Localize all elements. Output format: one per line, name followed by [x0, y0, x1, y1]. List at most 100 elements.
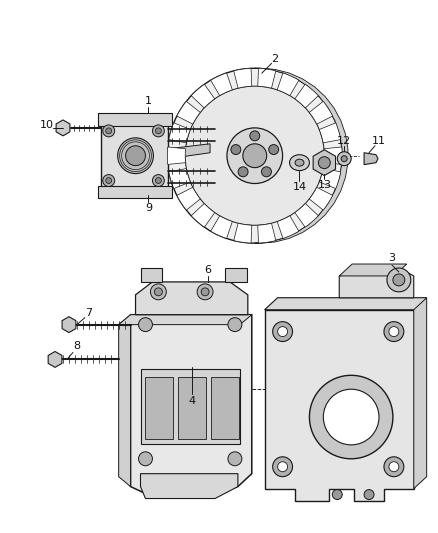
Polygon shape	[308, 187, 332, 210]
Circle shape	[155, 177, 161, 183]
Polygon shape	[294, 204, 318, 227]
Text: 9: 9	[145, 204, 152, 213]
Polygon shape	[264, 298, 426, 310]
Polygon shape	[191, 84, 214, 108]
Circle shape	[152, 175, 164, 187]
Circle shape	[227, 318, 241, 332]
Circle shape	[309, 375, 392, 459]
Ellipse shape	[294, 159, 303, 166]
Circle shape	[201, 288, 208, 296]
Circle shape	[138, 318, 152, 332]
Circle shape	[323, 389, 378, 445]
Circle shape	[272, 457, 292, 477]
Text: 10: 10	[40, 120, 54, 130]
Circle shape	[242, 144, 266, 168]
Polygon shape	[323, 147, 342, 165]
Polygon shape	[140, 369, 239, 444]
Polygon shape	[294, 84, 318, 108]
Polygon shape	[254, 68, 347, 243]
Text: 1: 1	[145, 96, 152, 106]
Circle shape	[197, 284, 212, 300]
Polygon shape	[101, 121, 168, 190]
Polygon shape	[167, 147, 185, 165]
Text: 8: 8	[73, 342, 80, 351]
Polygon shape	[118, 314, 251, 325]
Circle shape	[155, 128, 161, 134]
Polygon shape	[191, 204, 214, 227]
Ellipse shape	[336, 152, 350, 166]
Text: 13: 13	[317, 180, 331, 190]
Polygon shape	[339, 264, 406, 276]
Circle shape	[185, 86, 324, 225]
Text: 14: 14	[292, 182, 306, 191]
Ellipse shape	[289, 155, 309, 171]
Circle shape	[150, 284, 166, 300]
Text: 2: 2	[271, 54, 278, 64]
Polygon shape	[211, 377, 238, 439]
Polygon shape	[210, 216, 232, 238]
Circle shape	[227, 452, 241, 466]
Polygon shape	[98, 185, 172, 198]
Circle shape	[117, 138, 153, 174]
Circle shape	[167, 68, 342, 243]
Polygon shape	[339, 265, 413, 298]
Circle shape	[230, 144, 240, 155]
Polygon shape	[264, 310, 413, 500]
Polygon shape	[257, 223, 275, 243]
Polygon shape	[276, 216, 298, 238]
Polygon shape	[98, 113, 172, 126]
Text: 6: 6	[204, 265, 211, 275]
Circle shape	[125, 146, 145, 166]
Polygon shape	[276, 73, 298, 95]
Polygon shape	[224, 268, 246, 282]
Polygon shape	[210, 73, 232, 95]
Text: 11: 11	[371, 136, 385, 146]
Polygon shape	[318, 168, 340, 189]
Circle shape	[392, 274, 404, 286]
Polygon shape	[56, 120, 70, 136]
Circle shape	[106, 128, 111, 134]
Circle shape	[388, 327, 398, 336]
Circle shape	[261, 167, 271, 177]
Polygon shape	[312, 150, 335, 175]
Circle shape	[277, 462, 287, 472]
Circle shape	[386, 268, 410, 292]
Polygon shape	[264, 298, 426, 489]
Polygon shape	[233, 223, 251, 243]
Circle shape	[388, 462, 398, 472]
Text: 3: 3	[388, 253, 395, 263]
Polygon shape	[135, 282, 247, 314]
Text: 12: 12	[336, 136, 350, 146]
Circle shape	[237, 167, 247, 177]
Circle shape	[152, 125, 164, 137]
Polygon shape	[145, 377, 173, 439]
Circle shape	[154, 288, 162, 296]
Polygon shape	[169, 168, 190, 189]
Polygon shape	[178, 377, 205, 439]
Polygon shape	[177, 101, 200, 124]
Circle shape	[249, 131, 259, 141]
Polygon shape	[233, 68, 251, 88]
Polygon shape	[130, 314, 251, 494]
Polygon shape	[363, 153, 377, 165]
Circle shape	[268, 144, 278, 155]
Circle shape	[383, 321, 403, 342]
Circle shape	[106, 177, 111, 183]
Circle shape	[138, 452, 152, 466]
Text: 7: 7	[85, 308, 92, 318]
Polygon shape	[318, 123, 340, 143]
Polygon shape	[118, 314, 130, 487]
Circle shape	[277, 327, 287, 336]
Circle shape	[102, 125, 114, 137]
Polygon shape	[169, 123, 190, 143]
Polygon shape	[308, 101, 332, 124]
Polygon shape	[257, 68, 275, 88]
Circle shape	[363, 490, 373, 499]
Polygon shape	[140, 268, 162, 282]
Polygon shape	[48, 351, 62, 367]
Polygon shape	[177, 187, 200, 210]
Circle shape	[272, 321, 292, 342]
Polygon shape	[168, 144, 209, 159]
Polygon shape	[62, 317, 76, 333]
Circle shape	[332, 490, 342, 499]
